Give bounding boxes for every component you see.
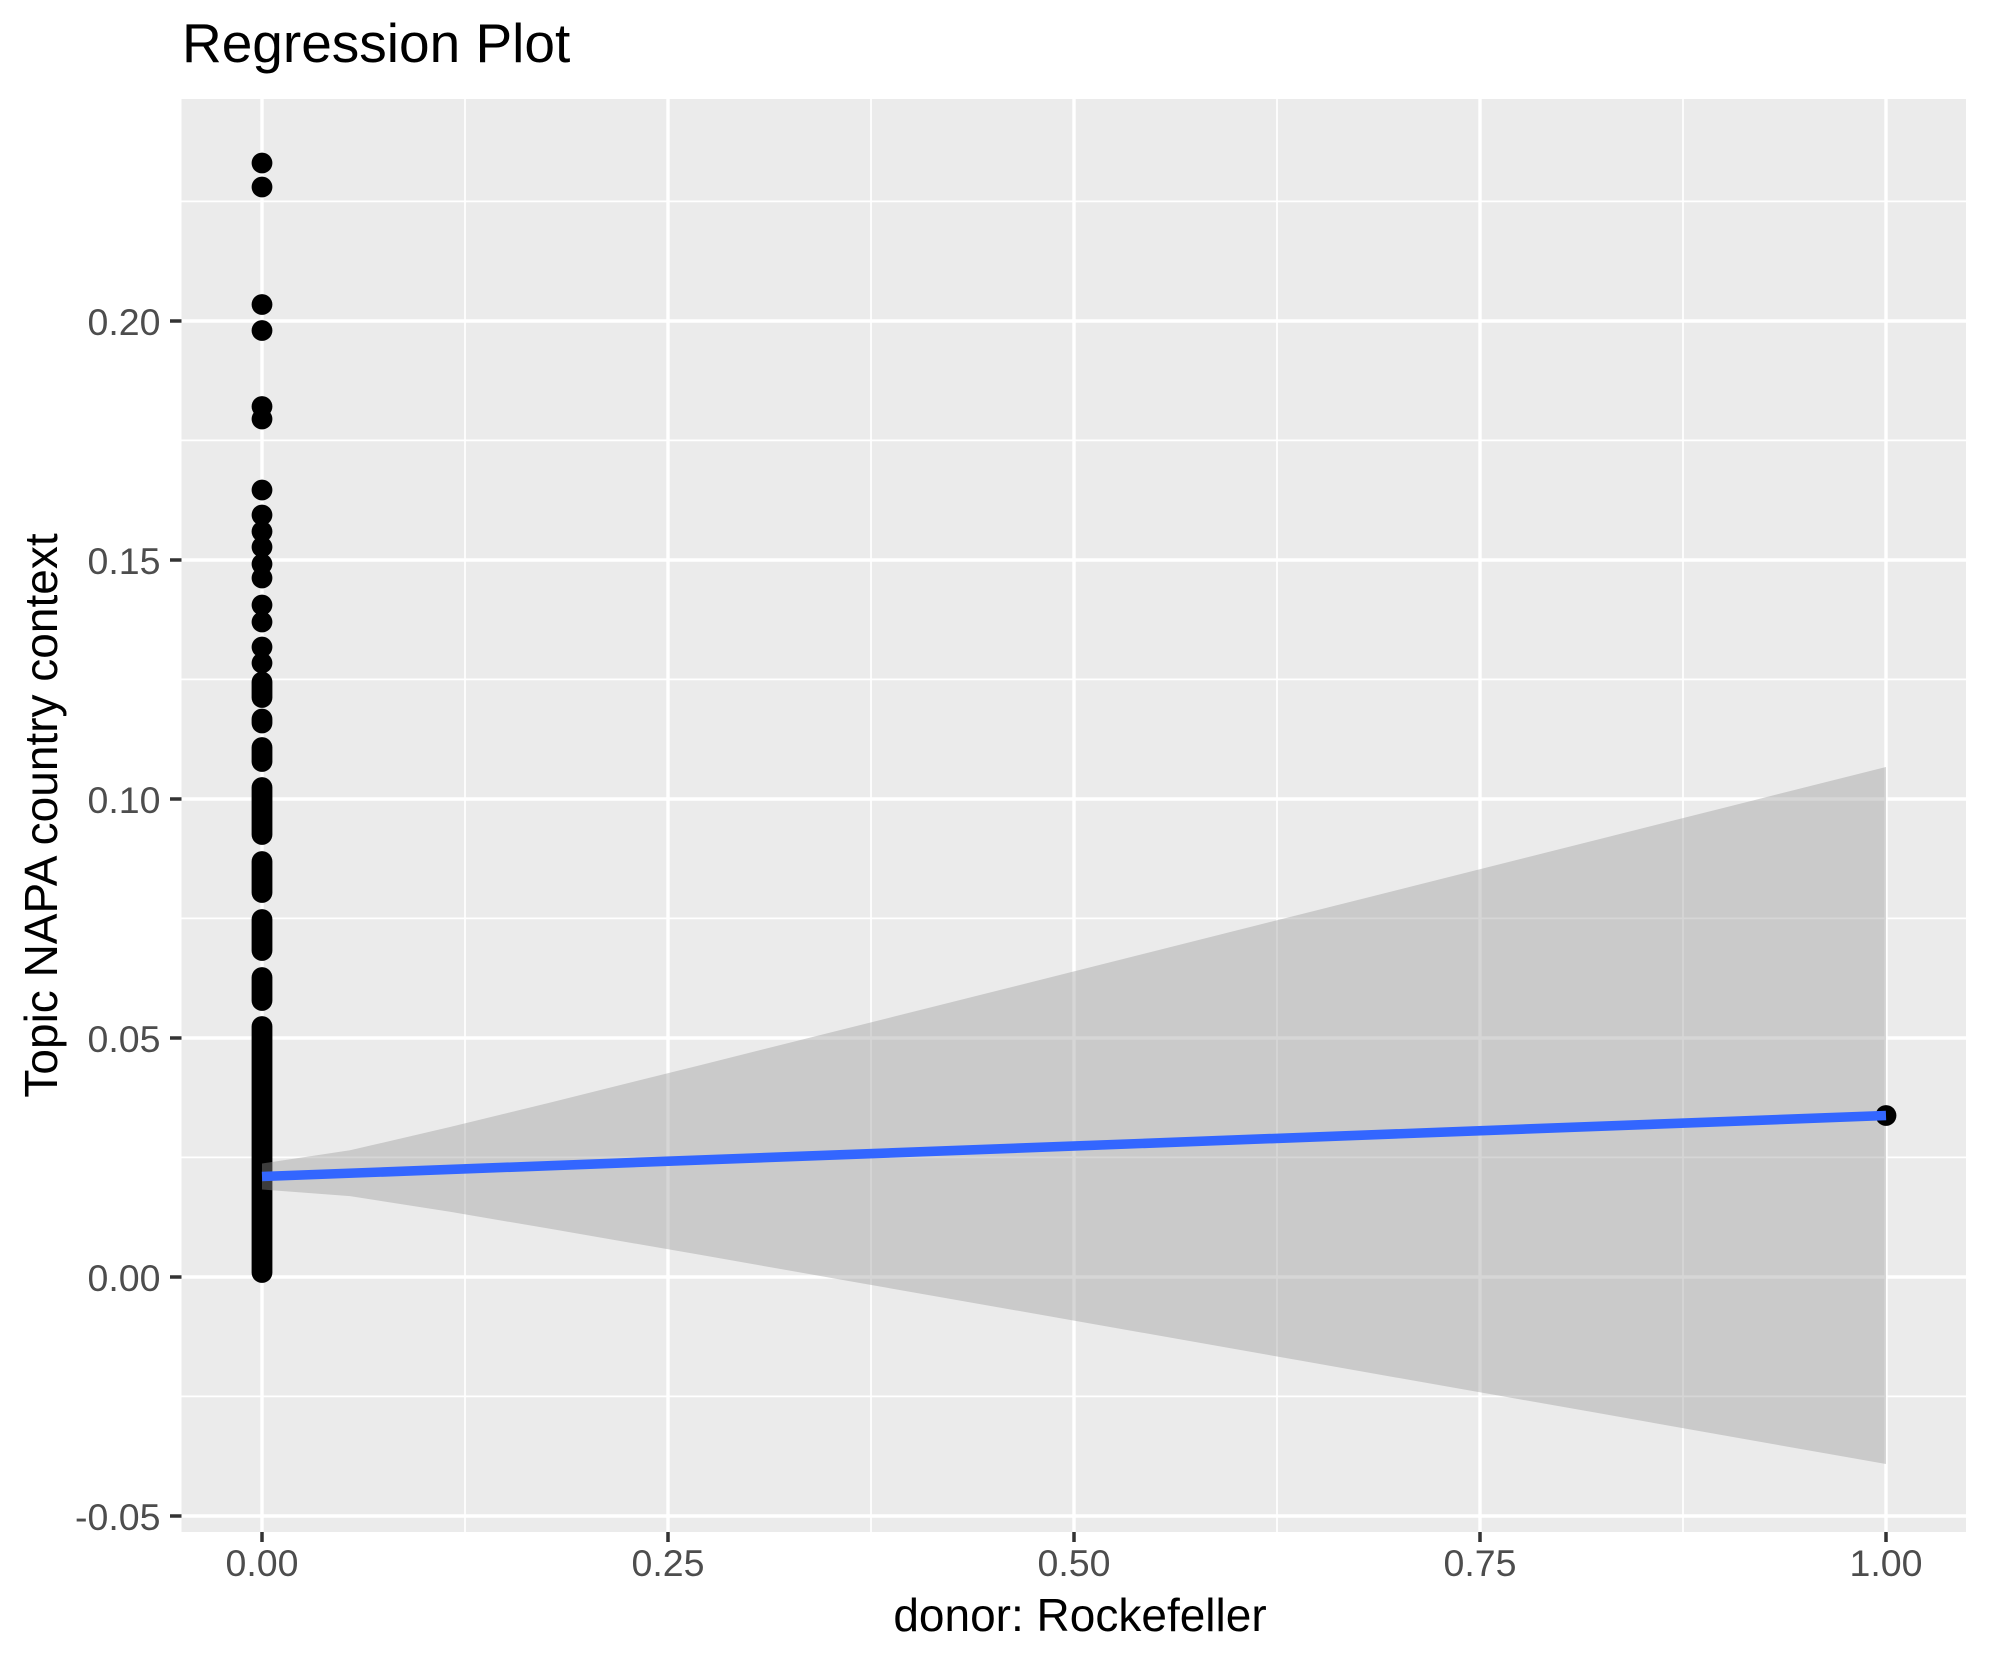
svg-text:1.00: 1.00 xyxy=(1850,1542,1923,1584)
svg-text:0.75: 0.75 xyxy=(1444,1542,1517,1584)
svg-text:0.00: 0.00 xyxy=(226,1542,299,1584)
svg-text:0.00: 0.00 xyxy=(88,1257,161,1299)
svg-text:0.05: 0.05 xyxy=(88,1018,161,1060)
svg-text:-0.05: -0.05 xyxy=(75,1496,160,1538)
svg-text:0.50: 0.50 xyxy=(1038,1542,1111,1584)
svg-text:donor: Rockefeller: donor: Rockefeller xyxy=(893,1589,1266,1641)
svg-text:Topic NAPA country context: Topic NAPA country context xyxy=(15,533,67,1097)
svg-text:0.25: 0.25 xyxy=(632,1542,705,1584)
svg-text:0.10: 0.10 xyxy=(88,779,161,821)
svg-text:0.20: 0.20 xyxy=(88,301,161,343)
svg-text:Regression Plot: Regression Plot xyxy=(182,12,570,74)
svg-text:0.15: 0.15 xyxy=(88,540,161,582)
